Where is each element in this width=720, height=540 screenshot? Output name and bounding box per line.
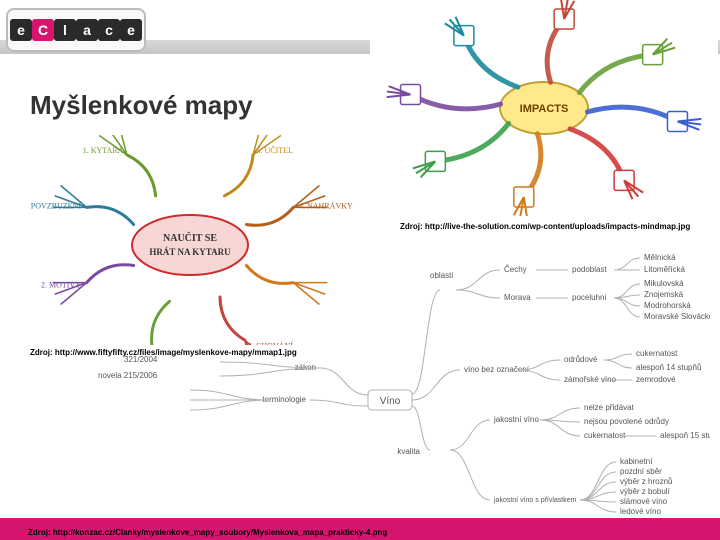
svg-text:Mikulovská: Mikulovská [644, 279, 684, 288]
svg-text:NAUČIT SE: NAUČIT SE [163, 231, 217, 244]
svg-text:kabinetní: kabinetní [620, 457, 653, 466]
svg-text:jakostní víno: jakostní víno [493, 415, 539, 424]
svg-text:cukernatost: cukernatost [584, 431, 626, 440]
svg-text:novela 215/2006: novela 215/2006 [98, 371, 158, 380]
caption-impacts: Zdroj: http://live-the-solution.com/wp-c… [400, 222, 690, 231]
page-title: Myšlenkové mapy [30, 90, 253, 121]
svg-text:Modrohorská: Modrohorská [644, 301, 691, 310]
svg-text:Víno: Víno [380, 396, 401, 407]
svg-text:zemrodové: zemrodové [636, 375, 676, 384]
svg-text:ledové víno: ledové víno [620, 507, 661, 516]
svg-text:pozdní sběr: pozdní sběr [620, 467, 662, 476]
svg-text:víno bez označení: víno bez označení [464, 365, 530, 374]
logo-letter: a [76, 19, 98, 41]
svg-text:IMPACTS: IMPACTS [520, 103, 569, 115]
logo-letter: e [10, 19, 32, 41]
svg-text:podoblast: podoblast [572, 265, 607, 274]
svg-text:Čechy: Čechy [504, 265, 527, 274]
svg-text:cukernatost: cukernatost [636, 349, 678, 358]
svg-text:výběr z bobulí: výběr z bobulí [620, 487, 671, 496]
logo-box: e C l a c e [10, 19, 142, 41]
mindmap-impacts: IMPACTS [370, 0, 718, 216]
logo: e C l a c e [6, 8, 146, 52]
svg-text:odrůdové: odrůdové [564, 355, 598, 364]
logo-letter: l [54, 19, 76, 41]
svg-text:jakostní víno s přívlastkem: jakostní víno s přívlastkem [493, 497, 577, 504]
logo-letter: c [98, 19, 120, 41]
svg-text:1. KYTARA: 1. KYTARA [83, 146, 124, 155]
svg-text:nejsou povolené odrůdy: nejsou povolené odrůdy [584, 417, 669, 426]
svg-text:slámové víno: slámové víno [620, 497, 668, 506]
svg-text:oblasti: oblasti [430, 271, 453, 280]
svg-text:nelze přidávat: nelze přidávat [584, 403, 635, 412]
logo-letter: C [32, 19, 54, 41]
svg-text:5. UČITEL: 5. UČITEL [257, 145, 294, 155]
svg-text:výběr z hroznů: výběr z hroznů [620, 477, 672, 486]
caption-vino: Zdroj: http://konzac.cz/Clanky/myslenkov… [28, 528, 387, 537]
svg-text:Znojemská: Znojemská [644, 290, 684, 299]
svg-text:POVZBUZENÍ: POVZBUZENÍ [31, 200, 82, 210]
svg-text:Morava: Morava [504, 293, 531, 302]
svg-text:poceluhni: poceluhni [572, 293, 606, 302]
svg-text:Mělnická: Mělnická [644, 253, 676, 262]
svg-text:alespoň 15 stupňů: alespoň 15 stupňů [660, 431, 710, 440]
svg-text:4. NAHRÁVKY: 4. NAHRÁVKY [299, 200, 353, 210]
svg-text:kvalita: kvalita [397, 447, 420, 456]
logo-letter: e [120, 19, 142, 41]
svg-text:Moravské Slovácko: Moravské Slovácko [644, 312, 710, 321]
svg-text:321/2004: 321/2004 [124, 355, 158, 364]
svg-text:Litoměřická: Litoměřická [644, 265, 685, 274]
svg-text:alespoň 14 stupňů: alespoň 14 stupňů [636, 363, 701, 372]
mindmap-vino: Vínozákon321/2004novela 215/2006terminol… [20, 250, 710, 520]
